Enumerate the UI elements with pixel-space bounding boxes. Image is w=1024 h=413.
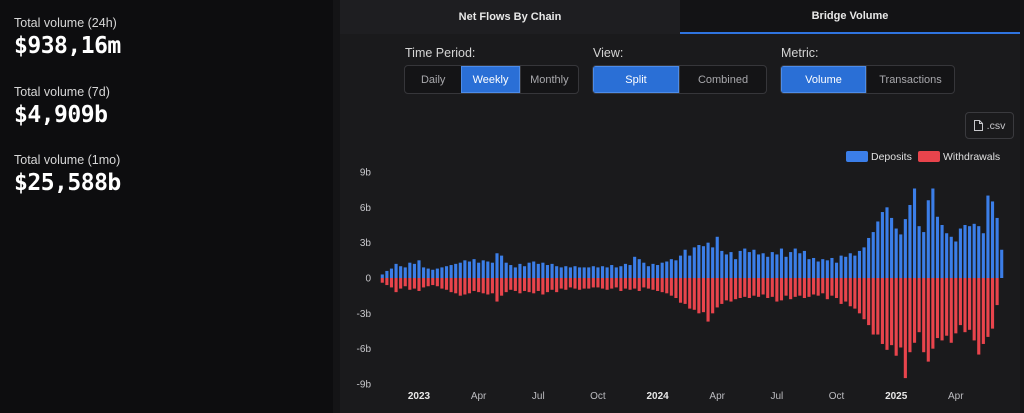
time-period-weekly-button[interactable]: Weekly — [461, 66, 520, 93]
view-combined-button[interactable]: Combined — [679, 66, 766, 93]
time-period-monthly-button[interactable]: Monthly — [519, 66, 578, 93]
stat-label: Total volume (7d) — [14, 85, 110, 99]
metric-selector: Volume Transactions — [780, 65, 955, 94]
stat-label: Total volume (24h) — [14, 16, 117, 30]
time-period-daily-button[interactable]: Daily — [420, 73, 446, 86]
time-period-label: Time Period: — [405, 46, 476, 60]
csv-download-button[interactable]: .csv — [965, 112, 1014, 139]
tab-bridge-volume[interactable]: Bridge Volume — [680, 0, 1020, 34]
stats-panel: Total volume (24h) $938,16m Total volume… — [0, 0, 333, 413]
stat-value: $4,909b — [14, 102, 108, 128]
view-selector: Split Combined — [592, 65, 767, 94]
metric-volume-button[interactable]: Volume — [781, 66, 867, 93]
stat-volume-7d: Total volume (7d) $4,909b — [14, 85, 110, 128]
file-icon — [973, 120, 983, 131]
view-split-button[interactable]: Split — [593, 66, 680, 93]
stat-value: $25,588b — [14, 170, 121, 196]
stat-volume-24h: Total volume (24h) $938,16m — [14, 16, 121, 59]
stat-volume-1mo: Total volume (1mo) $25,588b — [14, 153, 121, 196]
metric-transactions-button[interactable]: Transactions — [866, 66, 954, 93]
tab-bar: Net Flows By Chain Bridge Volume — [340, 0, 1020, 34]
tab-net-flows-by-chain[interactable]: Net Flows By Chain — [340, 0, 680, 34]
chart-panel: Net Flows By Chain Bridge Volume Time Pe… — [340, 0, 1020, 413]
view-label: View: — [593, 46, 624, 60]
time-period-selector: Daily Weekly Monthly — [404, 65, 579, 94]
stat-value: $938,16m — [14, 33, 121, 59]
stat-label: Total volume (1mo) — [14, 153, 121, 167]
metric-label: Metric: — [781, 46, 819, 60]
csv-label: .csv — [986, 119, 1006, 132]
